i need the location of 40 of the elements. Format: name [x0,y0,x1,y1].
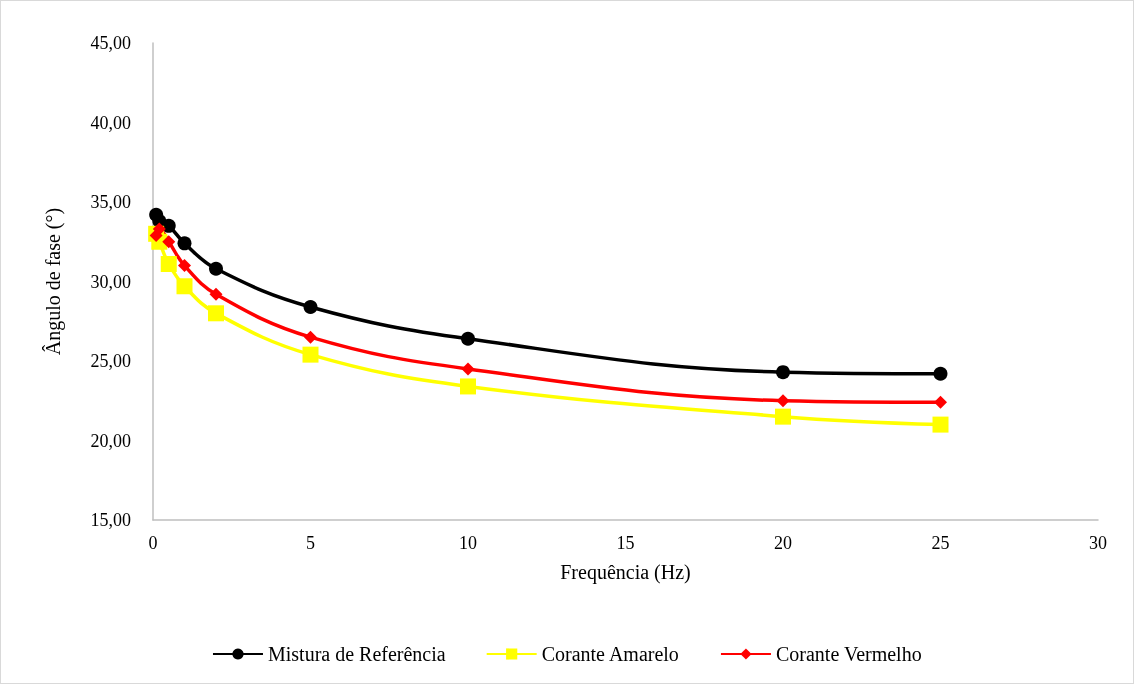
legend-label: Mistura de Referência [267,643,446,665]
point [933,366,948,381]
y-tick-label: 20,00 [90,430,131,451]
x-tick-label: 20 [774,533,792,553]
point [209,287,223,301]
legend-label: Corante Vermelho [775,643,922,665]
point [208,305,224,322]
y-tick-label: 35,00 [90,192,131,212]
x-tick-label: 15 [616,533,635,553]
x-tick-label: 30 [1089,533,1107,553]
x-tick-label: 0 [148,533,158,553]
point [776,365,790,380]
legend-label: Corante Amarelo [541,643,679,665]
y-axis-title: Ângulo de fase (°) [42,207,65,356]
point [304,330,317,344]
point [177,236,192,251]
point [934,395,947,409]
point [932,416,949,433]
x-tick-label: 10 [459,533,477,553]
point [775,408,791,425]
point [162,235,176,249]
point [152,222,166,236]
point [160,256,177,273]
point [176,278,193,295]
point [178,259,191,273]
point [303,299,318,314]
point [209,261,223,276]
point [461,362,475,376]
point [461,331,475,346]
y-tick-label: 30,00 [90,271,131,292]
x-axis-title: Frequência (Hz) [560,561,691,584]
point [460,378,476,395]
x-tick-label: 5 [306,533,315,553]
x-tick-label: 25 [931,533,950,553]
y-tick-label: 40,00 [90,112,131,133]
y-tick-label: 45,00 [90,33,131,53]
y-tick-label: 15,00 [90,510,131,530]
point [776,394,790,408]
point [302,346,319,363]
y-tick-label: 25,00 [90,351,131,371]
